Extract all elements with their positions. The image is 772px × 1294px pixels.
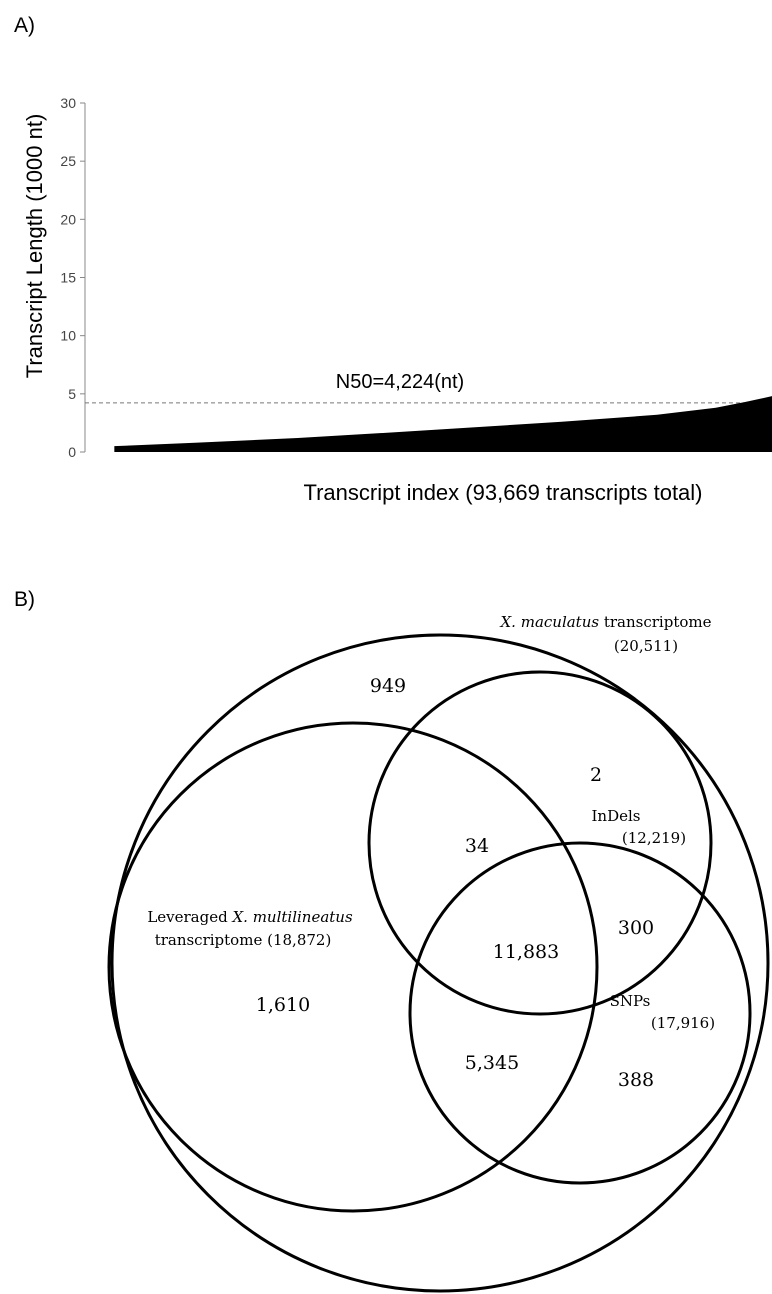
venn-circles — [107, 633, 770, 1293]
set-name-text: transcriptome — [155, 931, 263, 949]
region-count: 949 — [370, 675, 406, 697]
region-count: 11,883 — [493, 941, 559, 963]
set-name-italic: X. multilineatus — [231, 908, 352, 926]
y-tick-label: 20 — [60, 211, 76, 227]
y-tick-label: 15 — [60, 270, 76, 286]
region-count: 2 — [590, 764, 602, 786]
set-name: SNPs — [610, 992, 651, 1010]
y-tick-label: 25 — [60, 153, 76, 169]
circle-leveraged — [107, 721, 599, 1213]
set-size: (17,916) — [651, 1014, 715, 1032]
y-tick-label: 0 — [68, 444, 76, 460]
set-name-italic: X. maculatus — [500, 613, 600, 631]
set-name: InDels — [592, 807, 641, 825]
set-size: (18,872) — [267, 931, 331, 949]
region-count: 388 — [618, 1069, 654, 1091]
circle-snps — [408, 841, 752, 1185]
region-count: 34 — [465, 835, 489, 857]
set-size: (12,219) — [622, 829, 686, 847]
set-labels: X. maculatus transcriptome (20,511) Leve… — [147, 613, 715, 1032]
circle-indels — [367, 670, 713, 1016]
area — [114, 396, 772, 452]
annotation: N50=4,224(nt) — [336, 371, 464, 393]
set-name: transcriptome (18,872) — [155, 931, 332, 949]
set-name: X. maculatus transcriptome — [500, 613, 712, 631]
set-name: Leveraged X. multilineatus — [147, 908, 353, 926]
x-axis-label: Transcript index (93,669 transcripts tot… — [303, 480, 702, 505]
y-axis-label: Transcript Length (1000 nt) — [22, 114, 47, 379]
set-size: (20,511) — [614, 637, 678, 655]
set-name-prefix: Leveraged — [147, 908, 228, 926]
region-count: 1,610 — [256, 994, 310, 1016]
region-count: 5,345 — [465, 1052, 519, 1074]
y-tick-label: 30 — [60, 95, 76, 111]
set-name-text: transcriptome — [604, 613, 712, 631]
panel-label: A) — [14, 14, 35, 37]
y-tick-label: 10 — [60, 328, 76, 344]
circle-maculatus — [110, 633, 770, 1293]
region-count: 300 — [618, 917, 654, 939]
panel-label: B) — [14, 588, 35, 611]
y-tick-label: 5 — [68, 386, 76, 402]
